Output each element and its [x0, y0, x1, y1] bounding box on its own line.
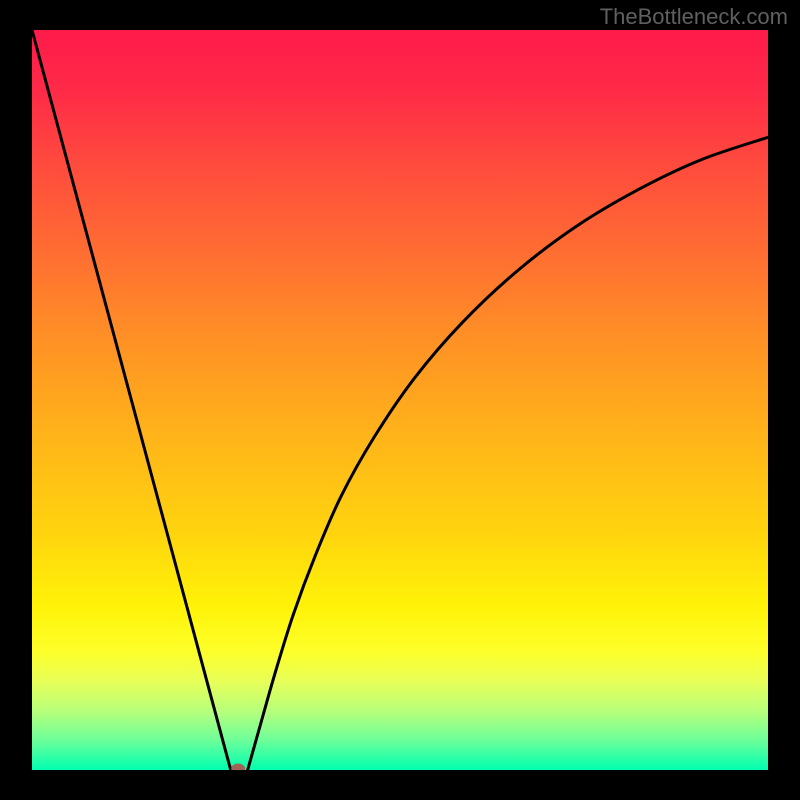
watermark-text: TheBottleneck.com	[600, 4, 788, 30]
bottleneck-chart	[0, 0, 800, 800]
chart-container: TheBottleneck.com	[0, 0, 800, 800]
